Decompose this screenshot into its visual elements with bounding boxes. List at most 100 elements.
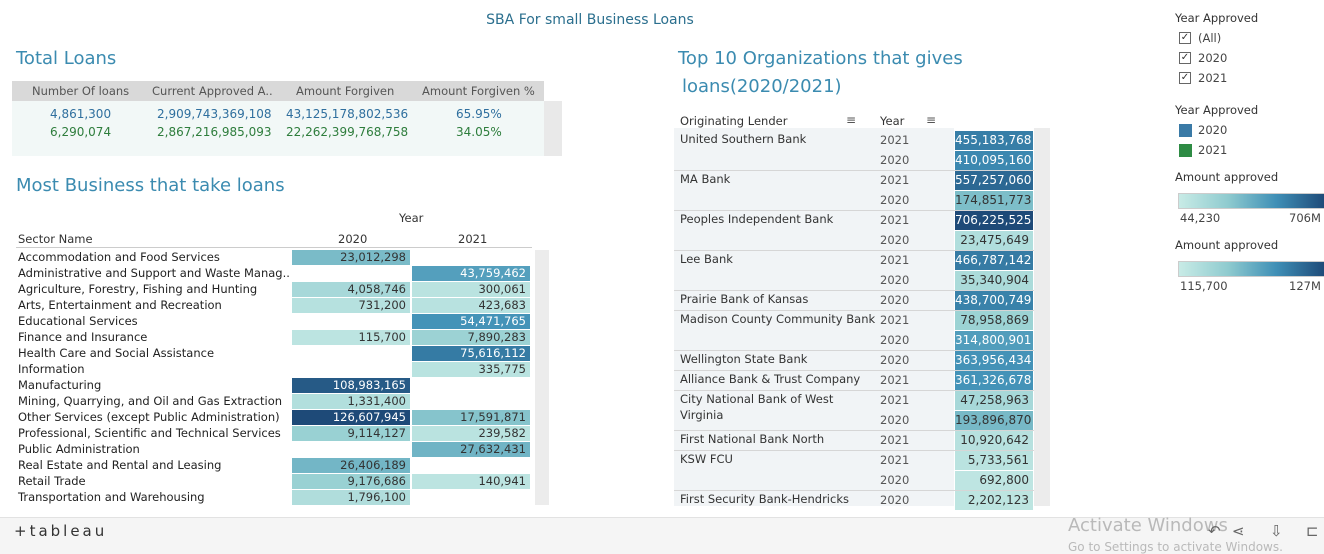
- checkbox-2021[interactable]: ✓: [1179, 72, 1191, 84]
- amount-cell[interactable]: 2,202,123: [955, 491, 1033, 510]
- lender-name[interactable]: Wellington State Bank: [680, 352, 808, 366]
- lender-name[interactable]: First Security Bank-Hendricks: [680, 492, 849, 506]
- fullscreen-icon[interactable]: ⊏: [1306, 522, 1319, 540]
- lender-name[interactable]: City National Bank of West: [680, 392, 834, 406]
- sort-icon[interactable]: ≡: [926, 113, 937, 127]
- amount-cell[interactable]: 363,956,434: [955, 351, 1033, 370]
- value-cell-2021[interactable]: 140,941: [412, 474, 530, 489]
- value-cell-2020[interactable]: 108,983,165: [292, 378, 410, 393]
- value-cell-2020[interactable]: 731,200: [292, 298, 410, 313]
- table-row[interactable]: Accommodation and Food Services 23,012,29…: [16, 250, 536, 266]
- table-row[interactable]: Public Administration 27,632,431: [16, 442, 536, 458]
- value-cell-2020[interactable]: 1,796,100: [292, 490, 410, 505]
- table-row[interactable]: Agriculture, Forestry, Fishing and Hunti…: [16, 282, 536, 298]
- table-row[interactable]: Transportation and Warehousing 1,796,100: [16, 490, 536, 506]
- amount-cell[interactable]: 174,851,773: [955, 191, 1033, 210]
- value-cell-2020[interactable]: 115,700: [292, 330, 410, 345]
- amount-cell[interactable]: 706,225,525: [955, 211, 1033, 230]
- table-row[interactable]: Educational Services 54,471,765: [16, 314, 536, 330]
- value-cell-2021[interactable]: 335,775: [412, 362, 530, 377]
- table-row[interactable]: Retail Trade 9,176,686 140,941: [16, 474, 536, 490]
- lender-name[interactable]: First National Bank North: [680, 432, 825, 446]
- tableau-logo[interactable]: +tableau: [14, 522, 108, 540]
- amount-cell[interactable]: 23,475,649: [955, 231, 1033, 250]
- table-row[interactable]: Other Services (except Public Administra…: [16, 410, 536, 426]
- color-legend-2021[interactable]: 2021: [1198, 143, 1228, 157]
- value-cell-2020[interactable]: 23,012,298: [292, 250, 410, 265]
- table-row[interactable]: Health Care and Social Assistance 75,616,…: [16, 346, 536, 362]
- total-loans-scrollbar[interactable]: [544, 101, 562, 156]
- amount-cell[interactable]: 410,095,160: [955, 151, 1033, 170]
- total-loans-row-2020[interactable]: 4,861,300 2,909,743,369,108 43,125,178,8…: [12, 107, 544, 123]
- header-amount-forgiven-pct[interactable]: Amount Forgiven %: [422, 84, 535, 98]
- filter-option-all[interactable]: (All): [1198, 31, 1222, 45]
- filter-option-2020[interactable]: 2020: [1198, 51, 1228, 65]
- most-business-scrollbar[interactable]: [535, 250, 549, 505]
- value-cell-2021[interactable]: 54,471,765: [412, 314, 530, 329]
- value-cell-2020[interactable]: 9,176,686: [292, 474, 410, 489]
- table-row[interactable]: Arts, Entertainment and Recreation 731,20…: [16, 298, 536, 314]
- year-2021-header[interactable]: 2021: [458, 232, 488, 246]
- amount-cell[interactable]: 466,787,142: [955, 251, 1033, 270]
- lender-name[interactable]: Prairie Bank of Kansas: [680, 292, 809, 306]
- amount-cell[interactable]: 35,340,904: [955, 271, 1033, 290]
- amount-cell[interactable]: 692,800: [955, 471, 1033, 490]
- value-cell-2021[interactable]: 7,890,283: [412, 330, 530, 345]
- table-row[interactable]: Manufacturing 108,983,165: [16, 378, 536, 394]
- lender-name[interactable]: Virginia: [680, 408, 724, 422]
- sector-name-header[interactable]: Sector Name: [18, 232, 93, 246]
- checkbox-all[interactable]: ✓: [1179, 32, 1191, 44]
- lender-name[interactable]: Peoples Independent Bank: [680, 212, 834, 226]
- value-cell-2021[interactable]: 239,582: [412, 426, 530, 441]
- originating-lender-header[interactable]: Originating Lender: [680, 114, 788, 128]
- value-cell-2021[interactable]: 27,632,431: [412, 442, 530, 457]
- filter-option-2021[interactable]: 2021: [1198, 71, 1228, 85]
- table-row[interactable]: Professional, Scientific and Technical S…: [16, 426, 536, 442]
- amount-cell[interactable]: 438,700,749: [955, 291, 1033, 310]
- table-row[interactable]: Real Estate and Rental and Leasing 26,406…: [16, 458, 536, 474]
- lender-name[interactable]: KSW FCU: [680, 452, 733, 466]
- value-cell-2021[interactable]: 43,759,462: [412, 266, 530, 281]
- value-cell-2020[interactable]: 4,058,746: [292, 282, 410, 297]
- amount-cell[interactable]: 10,920,642: [955, 431, 1033, 450]
- value-cell-2021[interactable]: 75,616,112: [412, 346, 530, 361]
- sort-icon[interactable]: ≡: [846, 113, 857, 127]
- swatch-2021[interactable]: [1179, 144, 1192, 157]
- amount-cell[interactable]: 47,258,963: [955, 391, 1033, 410]
- amount-cell[interactable]: 455,183,768: [955, 131, 1033, 150]
- lender-name[interactable]: United Southern Bank: [680, 132, 807, 146]
- lender-name[interactable]: Madison County Community Bank: [680, 312, 876, 326]
- checkbox-2020[interactable]: ✓: [1179, 52, 1191, 64]
- value-cell-2020[interactable]: 26,406,189: [292, 458, 410, 473]
- amount-cell[interactable]: 361,326,678: [955, 371, 1033, 390]
- color-legend-2020[interactable]: 2020: [1198, 123, 1228, 137]
- amount-cell[interactable]: 193,896,870: [955, 411, 1033, 430]
- lender-name[interactable]: Alliance Bank & Trust Company: [680, 372, 861, 386]
- value-cell-2021[interactable]: 423,683: [412, 298, 530, 313]
- value-cell-2021[interactable]: 300,061: [412, 282, 530, 297]
- header-current-approved[interactable]: Current Approved A..: [152, 84, 273, 98]
- amount-cell[interactable]: 5,733,561: [955, 451, 1033, 470]
- amount-cell[interactable]: 314,800,901: [955, 331, 1033, 350]
- back-icon[interactable]: ↶: [1208, 522, 1221, 540]
- value-cell-2020[interactable]: 9,114,127: [292, 426, 410, 441]
- top10-scrollbar[interactable]: [1034, 128, 1050, 506]
- value-cell-2021[interactable]: 17,591,871: [412, 410, 530, 425]
- total-loans-row-2021[interactable]: 6,290,074 2,867,216,985,093 22,262,399,7…: [12, 125, 544, 141]
- lender-name[interactable]: MA Bank: [680, 172, 731, 186]
- amount-cell[interactable]: 557,257,060: [955, 171, 1033, 190]
- table-row[interactable]: Mining, Quarrying, and Oil and Gas Extra…: [16, 394, 536, 410]
- swatch-2020[interactable]: [1179, 124, 1192, 137]
- table-row[interactable]: Administrative and Support and Waste Man…: [16, 266, 536, 282]
- header-number-of-loans[interactable]: Number Of loans: [32, 84, 130, 98]
- year-header[interactable]: Year: [880, 114, 905, 128]
- amount-cell[interactable]: 78,958,869: [955, 311, 1033, 330]
- table-row[interactable]: Finance and Insurance 115,700 7,890,283: [16, 330, 536, 346]
- value-cell-2020[interactable]: 126,607,945: [292, 410, 410, 425]
- share-icon[interactable]: ⋖: [1232, 522, 1245, 540]
- year-2020-header[interactable]: 2020: [338, 232, 368, 246]
- value-cell-2020[interactable]: 1,331,400: [292, 394, 410, 409]
- table-row[interactable]: Information 335,775: [16, 362, 536, 378]
- header-amount-forgiven[interactable]: Amount Forgiven: [296, 84, 395, 98]
- lender-name[interactable]: Lee Bank: [680, 252, 733, 266]
